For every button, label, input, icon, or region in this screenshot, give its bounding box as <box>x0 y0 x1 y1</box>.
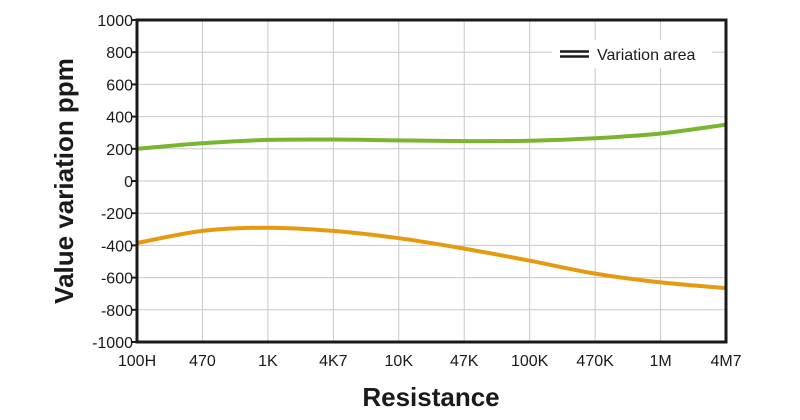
x-tick-label: 470K <box>576 353 614 370</box>
series-line-lower <box>136 225 727 291</box>
x-tick-label: 47K <box>450 353 479 370</box>
legend-label: Variation area <box>597 47 696 64</box>
x-tick-label: 10K <box>385 353 414 370</box>
legend: Variation area <box>552 40 712 68</box>
y-tick-label: -600 <box>101 271 133 288</box>
y-tick-label: 400 <box>106 110 133 127</box>
y-tick-label: -200 <box>101 206 133 223</box>
x-tick-label: 1K <box>258 353 278 370</box>
x-tick-label: 4K7 <box>319 353 348 370</box>
x-tick-label: 470 <box>189 353 216 370</box>
series-line-upper <box>136 122 727 151</box>
y-tick-label: -1000 <box>92 335 133 352</box>
legend-background <box>552 40 712 68</box>
y-tick-label: -400 <box>101 238 133 255</box>
x-axis-title: Resistance <box>362 382 499 412</box>
x-axis-ticks: 100H 470 1K 4K7 10K 47K 100K 470K 1M 4M7 <box>118 353 742 370</box>
y-tick-label: 1000 <box>97 13 133 30</box>
x-tick-label: 100H <box>118 353 156 370</box>
grid <box>137 20 726 342</box>
y-tick-label: 600 <box>106 77 133 94</box>
series-lines <box>136 122 727 291</box>
y-tick-label: -800 <box>101 303 133 320</box>
x-tick-label: 4M7 <box>710 353 741 370</box>
y-axis-title: Value variation ppm <box>49 58 79 304</box>
x-tick-label: 1M <box>649 353 671 370</box>
y-tick-label: 800 <box>106 45 133 62</box>
y-tick-label: 200 <box>106 142 133 159</box>
x-tick-label: 100K <box>511 353 549 370</box>
y-axis-ticks: 1000 800 600 400 200 0 -200 -400 -600 -800 -1000 <box>92 13 137 352</box>
y-tick-label: 0 <box>124 174 133 191</box>
